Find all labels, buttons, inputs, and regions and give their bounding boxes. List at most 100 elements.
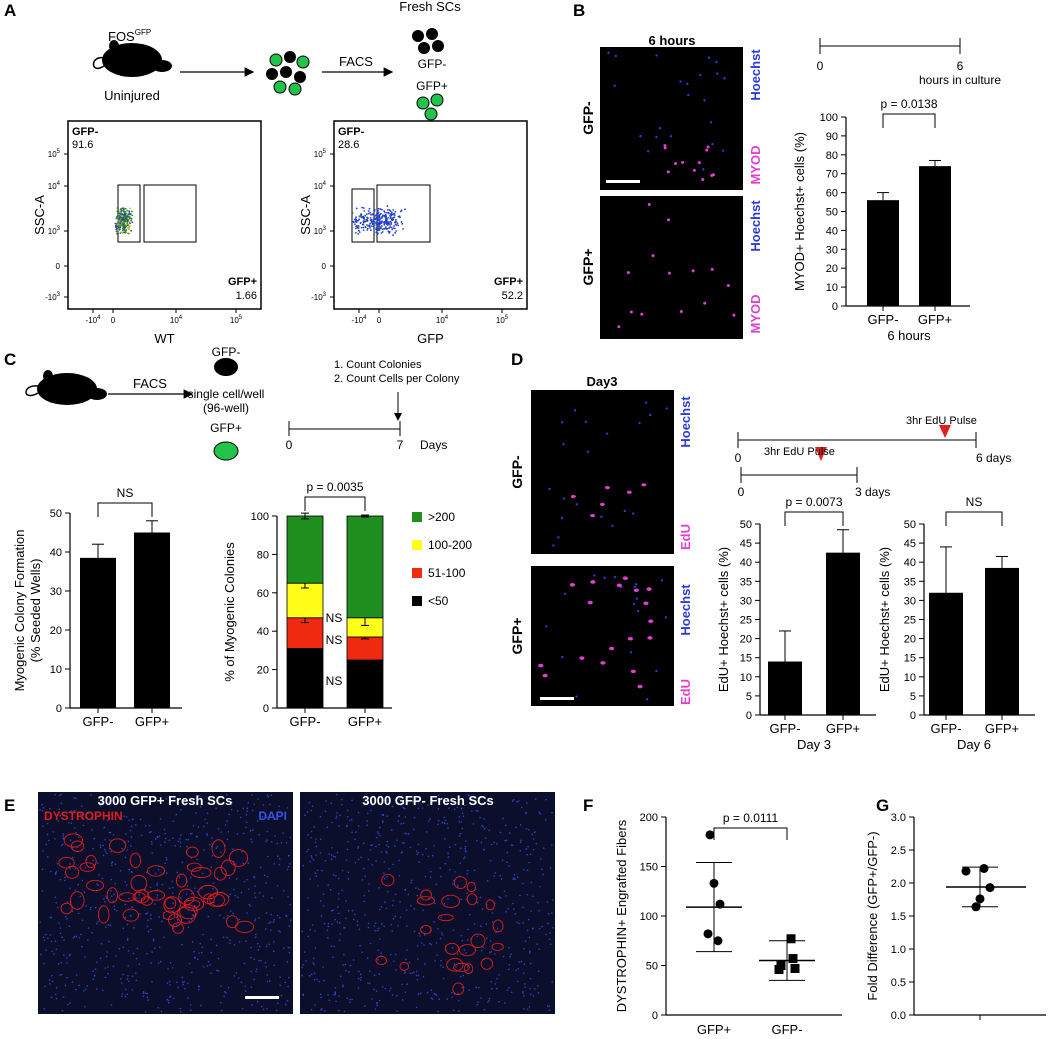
nucleus-dot [229,942,231,944]
nucleus-dot [356,924,359,926]
nucleus-dot [268,943,270,946]
nucleus-dot [68,821,70,824]
nucleus-dot [437,1010,439,1013]
nucleus-dot [312,858,315,861]
nucleus-dot [336,906,339,908]
nucleus-dot [403,842,405,844]
nucleus-dot [176,871,178,874]
nucleus-dot [151,843,153,845]
event-dot [128,217,131,220]
nucleus-dot [536,943,538,945]
nucleus-dot [357,811,360,814]
nucleus-dot [459,862,462,865]
nucleus-dot [171,892,174,894]
nucleus-dot [316,978,318,981]
tick-label: 1.5 [891,911,906,923]
nucleus-dot [337,877,340,880]
nucleus-dot [270,913,273,916]
nucleus-dot [164,841,166,843]
fiber-outline [480,957,493,970]
event-dot [120,211,122,213]
event-dot [395,230,398,232]
nucleus-dot [395,969,397,971]
event-dot [393,227,396,230]
nucleus-dot [537,970,540,973]
fiber-outline [444,942,460,955]
nucleus-dot [71,981,74,983]
nucleus-dot [43,939,46,942]
significance-bracket [882,113,936,128]
nucleus-dot [375,836,378,839]
nucleus-dot [59,878,62,881]
nucleus-dot [519,849,522,852]
nucleus-dot [245,826,247,829]
y-axis-label: SSC-A [298,195,313,235]
myod-dot [732,313,736,317]
event-dot [119,220,122,223]
nucleus-dot [226,914,229,917]
event-dot [353,218,356,221]
event-dot [370,225,373,228]
fiber-outline [130,874,148,892]
nucleus-dot [265,882,267,884]
event-dot [123,224,126,227]
nucleus-dot [142,990,145,993]
nucleus-dot [135,957,138,960]
nucleus-dot [405,833,408,835]
nucleus-dot [478,986,480,989]
svg-text:FOSGFP: FOSGFP [108,28,151,44]
tick-label: 10 [826,282,838,294]
event-dot [131,214,134,217]
tick-label: 1.0 [891,944,906,956]
nucleus-dot [181,976,184,979]
nucleus-dot [398,859,400,862]
nucleus-dot [373,988,375,991]
nucleus-dot [189,1009,192,1011]
nucleus-dot [142,992,145,994]
event-dot [372,219,375,222]
nucleus-dot [348,971,350,973]
nucleus-dot [207,960,210,963]
nucleus-dot [43,1008,46,1010]
nucleus-dot [274,835,276,837]
nucleus-dot [223,917,225,919]
fiber-outline [106,887,119,904]
tick-label: 50 [740,519,752,531]
fiber-outline [453,876,467,889]
nucleus-dot [278,863,281,866]
event-dot [374,222,377,225]
nucleus-dot [125,816,128,818]
nucleus-dot [278,930,280,932]
nucleus-dot [81,945,83,948]
nucleus-dot [169,961,172,964]
nucleus-dot [632,602,636,606]
nucleus-dot [163,828,166,831]
nucleus-dot [636,609,640,613]
nucleus-dot [226,793,228,796]
nucleus-dot [664,616,668,619]
nucleus-dot [407,833,410,835]
nucleus-dot [486,879,489,882]
nucleus-dot [258,892,261,894]
image-title: 6 hours [649,33,696,48]
nucleus-dot [112,900,114,902]
nucleus-dot [276,885,279,887]
tick-label: 20 [50,625,62,637]
nucleus-dot [464,845,467,848]
nucleus-dot [427,820,430,822]
nucleus-dot [665,407,668,410]
edu-dot [630,669,636,674]
nucleus-dot [338,825,340,827]
event-dot [357,227,359,229]
svg-text:0: 0 [738,485,745,499]
bar [768,661,802,715]
nucleus-dot [200,1004,202,1007]
myod-dot [726,283,730,287]
nucleus-dot [548,1009,551,1011]
nucleus-dot [73,797,75,799]
myod-dot [691,269,695,273]
nucleus-dot [326,929,329,932]
nucleus-dot [485,937,488,939]
event-dot [355,207,358,210]
event-dot [381,231,384,233]
